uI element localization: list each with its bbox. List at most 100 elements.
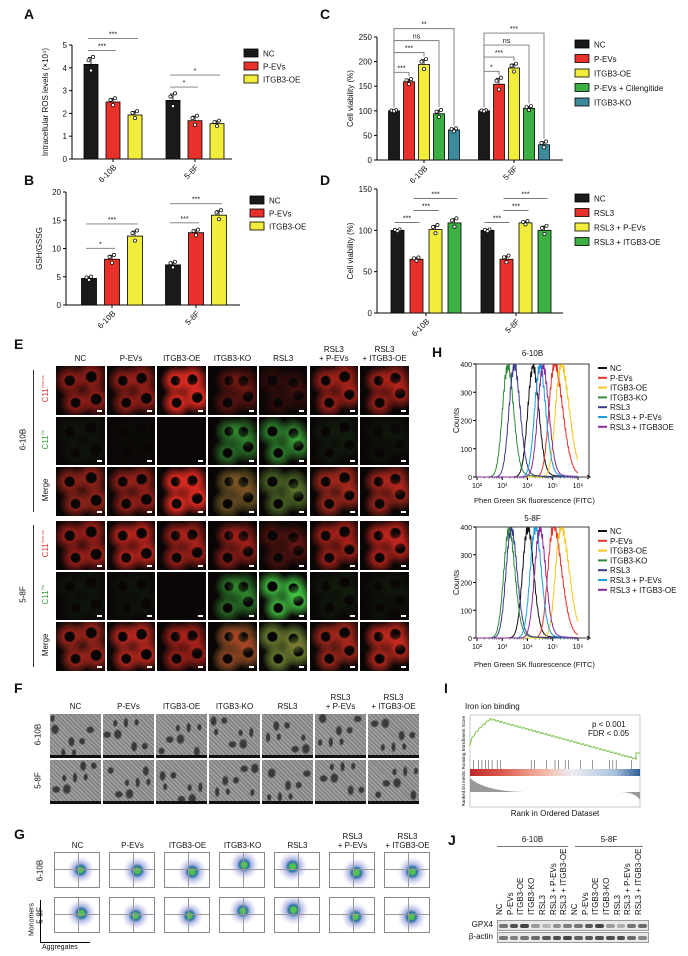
significance-label: *** [431,192,439,199]
protein-band [499,935,508,940]
row-label: 5-8F [33,772,43,789]
replicate-point [215,124,219,129]
flow-cytometry-plot [329,897,375,933]
column-header: P-EVs [117,702,140,711]
microscopy-image [156,415,208,466]
bar-nc [81,278,97,306]
replicate-point [525,219,530,224]
flow-cytometry-plot [164,852,210,888]
y-axis-label: Intracellular ROS levels (×10⁴) [41,48,50,156]
bar-itgb3-ko [448,129,460,161]
replicate-point [135,109,139,114]
scale-bar [248,564,254,567]
bar-itgb3-oe [209,123,225,160]
microscopy-image [55,621,106,672]
replicate-point [454,126,458,131]
group-label: 5-8F [18,586,28,603]
microscopy-image [105,415,157,466]
legend-label: RSL3 [594,209,615,218]
legend-label: RSL3 [610,403,631,412]
histogram-curve-itgb3-ko [477,527,578,639]
replicate-point [409,77,413,82]
y-axis-label: Ranked list metric Running Enrichment Sc… [461,715,466,806]
bar-rsl3-p-evs [428,229,443,314]
replicate-point [89,68,93,73]
replicate-point [544,223,549,228]
protein-band [520,923,530,928]
replicate-point [499,75,503,80]
scale-bar [248,665,254,668]
scale-bar [350,409,356,412]
bar-rsl3-p-evs [518,222,533,314]
legend-label: NC [610,527,622,536]
replicate-point [212,120,217,124]
microscopy-image [308,365,360,416]
microscopy-image [105,365,157,416]
flow-cytometry-plot [384,897,430,933]
bar-nc [388,110,400,161]
y-axis-label: Cell viability (%) [346,222,355,279]
y-tick-label: 3 [63,87,68,96]
y-tick-label: 2 [63,109,68,118]
flow-cytometry-plot [329,852,375,888]
replicate-point [434,109,439,114]
microscopy-image [105,570,157,621]
y-tick-label: 0 [368,156,373,165]
histogram-curve-rsl3-itgb3-oe [477,527,578,639]
replicate-point [449,127,454,132]
em-image [367,759,420,805]
column-header: NC [69,702,82,711]
scale-bar [299,409,305,412]
y-tick-label: 250 [359,33,373,42]
y-tick-label: 0 [468,636,472,643]
replicate-point [431,225,435,229]
column-header: NC [71,841,84,850]
replicate-point [542,145,546,150]
legend-label: P-EVs [594,55,617,64]
histogram-curve-nc [477,364,578,478]
replicate-point [433,231,438,236]
group-bracket-line [33,525,34,667]
column-headers: NC P-EVs ITGB3-OE ITGB3-KO RSL3 RSL3 + P-EVs R… [50,830,435,850]
bar-rsl3-itgb3-oe [447,222,462,314]
scale-bar [50,801,101,804]
quadrant-line-horizontal [385,914,429,916]
row-label-main: Merge [40,478,50,502]
histogram-title: 5-8F [524,514,541,523]
legend-label: ITGB3-OE [594,70,631,79]
lane-label: RSL3 [537,894,547,915]
replicate-point [111,103,115,108]
microscopy-image [207,520,258,571]
significance-label: *** [510,26,518,33]
group-label: 6-10B [18,428,28,450]
replicate-point [193,122,197,127]
group-label: 6-10B [521,835,544,844]
replicate-point [110,260,114,265]
quadrant-line-horizontal [385,869,429,871]
protein-band [509,935,519,940]
replicate-point [452,129,456,134]
microscopy-image [308,570,360,621]
x-tick-label: 5-8F [503,317,521,335]
protein-band [616,923,626,928]
bar-p-evs [493,83,505,161]
ranked-list-color-bar [470,769,640,776]
microscopy-image [359,415,410,466]
scale-bar [103,755,154,758]
panel-label-i: I [444,680,448,696]
bar-nc [390,229,405,314]
y-tick-label: 200 [460,581,472,588]
scale-bar [156,801,207,804]
flow-cytometry-plot [109,852,155,888]
microscopy-image [359,570,410,621]
x-tick-label: 6-10B [408,164,429,185]
scale-bar [147,460,153,462]
em-image [49,759,102,805]
panel-label-b: B [24,172,35,188]
legend-label: NC [594,195,606,204]
protein-band [584,923,594,928]
scale-bar [299,460,305,462]
legend-label: ITGB3-KO [610,556,647,565]
